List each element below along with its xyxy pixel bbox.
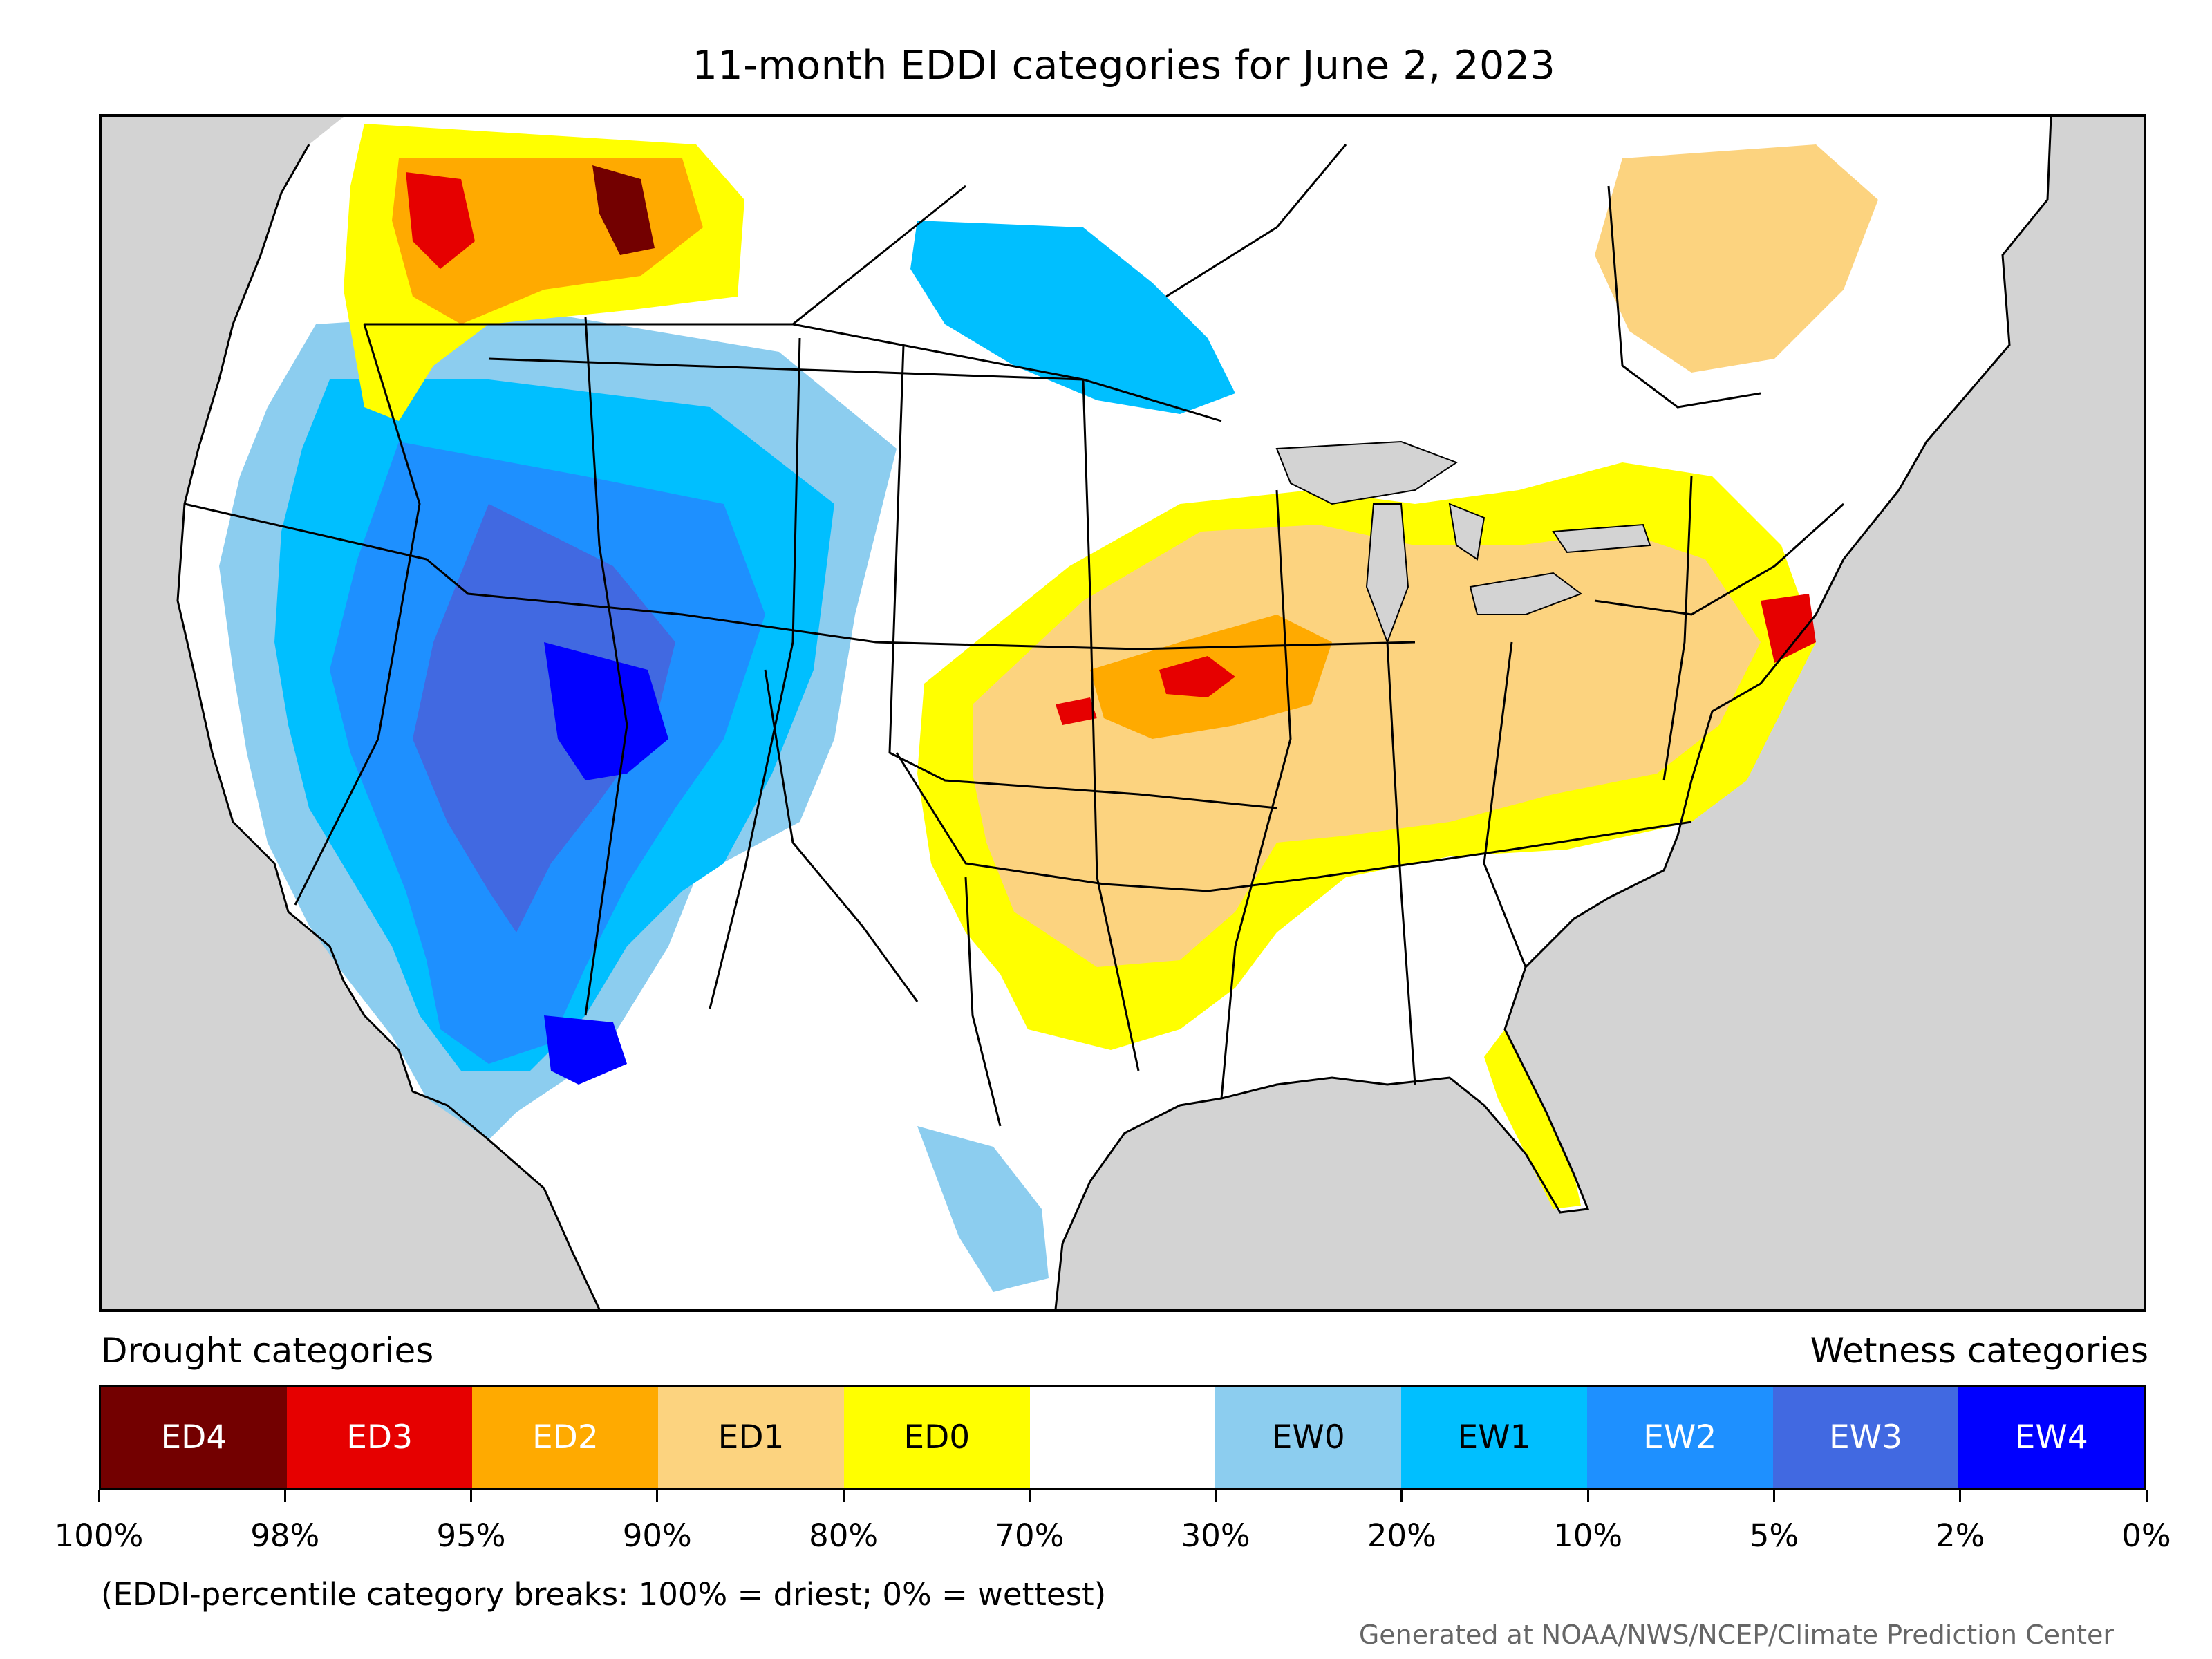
colorbar-cell-ed4: ED4 — [101, 1387, 287, 1488]
map-title: 11-month EDDI categories for June 2, 202… — [692, 43, 1556, 88]
dry-ed3-northwest — [406, 172, 475, 269]
dry-ed4-northwest — [592, 165, 655, 255]
colorbar-cell-ed3: ED3 — [286, 1387, 473, 1488]
colorbar-tick-label: 95% — [436, 1517, 506, 1554]
colorbar-tick-label: 5% — [1749, 1517, 1799, 1554]
colorbar-tick — [1400, 1490, 1403, 1502]
colorbar-ticks — [97, 1490, 2148, 1503]
colorbar-tick-label: 0% — [2121, 1517, 2171, 1554]
colorbar-cell-ew0: EW0 — [1215, 1387, 1402, 1488]
source-credit: Generated at NOAA/NWS/NCEP/Climate Predi… — [1358, 1620, 2114, 1650]
colorbar-cell-ed1: ED1 — [658, 1387, 844, 1488]
colorbar-tick — [1772, 1490, 1775, 1502]
colorbar-tick-label: 98% — [250, 1517, 320, 1554]
colorbar-tick — [283, 1490, 286, 1502]
wet-ew4-west — [544, 642, 668, 780]
colorbar-tick — [1586, 1490, 1589, 1502]
dry-ed0-florida — [1484, 1029, 1581, 1209]
colorbar-cell-ed2: ED2 — [472, 1387, 659, 1488]
colorbar-tick — [2145, 1490, 2148, 1502]
colorbar-cell-ew1: EW1 — [1401, 1387, 1587, 1488]
colorbar-tick — [842, 1490, 845, 1502]
dry-ed3-iowa — [1159, 656, 1235, 697]
gulf-coastline — [1054, 117, 2052, 1309]
colorbar-cell-normal — [1029, 1387, 1216, 1488]
colorbar-tick — [1028, 1490, 1031, 1502]
colorbar-tick-label: 20% — [1367, 1517, 1436, 1554]
colorbar-tick-label: 100% — [54, 1517, 144, 1554]
colorbar-tick-label: 70% — [995, 1517, 1065, 1554]
colorbar-cell-ew4: EW4 — [1958, 1387, 2145, 1488]
category-colorbar: ED4 ED3 ED2 ED1 ED0 EW0 EW1 EW2 EW3 EW4 — [99, 1385, 2146, 1490]
wet-ew0-texas — [917, 1126, 1049, 1292]
colorbar-tick-label: 80% — [809, 1517, 879, 1554]
dry-ed3-kansas — [1056, 697, 1097, 725]
dry-ed3-newengland — [1761, 594, 1816, 663]
coastline — [176, 144, 601, 1309]
dry-ed1-central — [973, 525, 1761, 967]
colorbar-tick — [656, 1490, 659, 1502]
eddi-map — [99, 114, 2146, 1312]
wet-ew4-southwest — [544, 1015, 627, 1085]
colorbar-cell-ew2: EW2 — [1586, 1387, 1773, 1488]
colorbar-tick-label: 90% — [622, 1517, 692, 1554]
map-canvas — [176, 117, 2052, 1309]
colorbar-tick-label: 2% — [1936, 1517, 1985, 1554]
colorbar-tick — [97, 1490, 100, 1502]
colorbar-cell-ed0: ED0 — [843, 1387, 1030, 1488]
dry-ed1-quebec — [1595, 144, 1878, 373]
colorbar-tick — [1959, 1490, 1962, 1502]
wetness-categories-heading: Wetness categories — [1810, 1331, 2148, 1371]
colorbar-tick — [1215, 1490, 1217, 1502]
colorbar-tick-label: 30% — [1181, 1517, 1250, 1554]
colorbar-cell-ew3: EW3 — [1772, 1387, 1959, 1488]
great-lakes — [1275, 440, 1651, 644]
state-borders — [184, 144, 1845, 1127]
colorbar-tick-label: 10% — [1553, 1517, 1623, 1554]
category-breaks-footnote: (EDDI-percentile category breaks: 100% =… — [101, 1576, 1107, 1613]
drought-categories-heading: Drought categories — [101, 1331, 434, 1371]
colorbar-tick — [470, 1490, 473, 1502]
wet-ew1-canada — [910, 221, 1235, 414]
